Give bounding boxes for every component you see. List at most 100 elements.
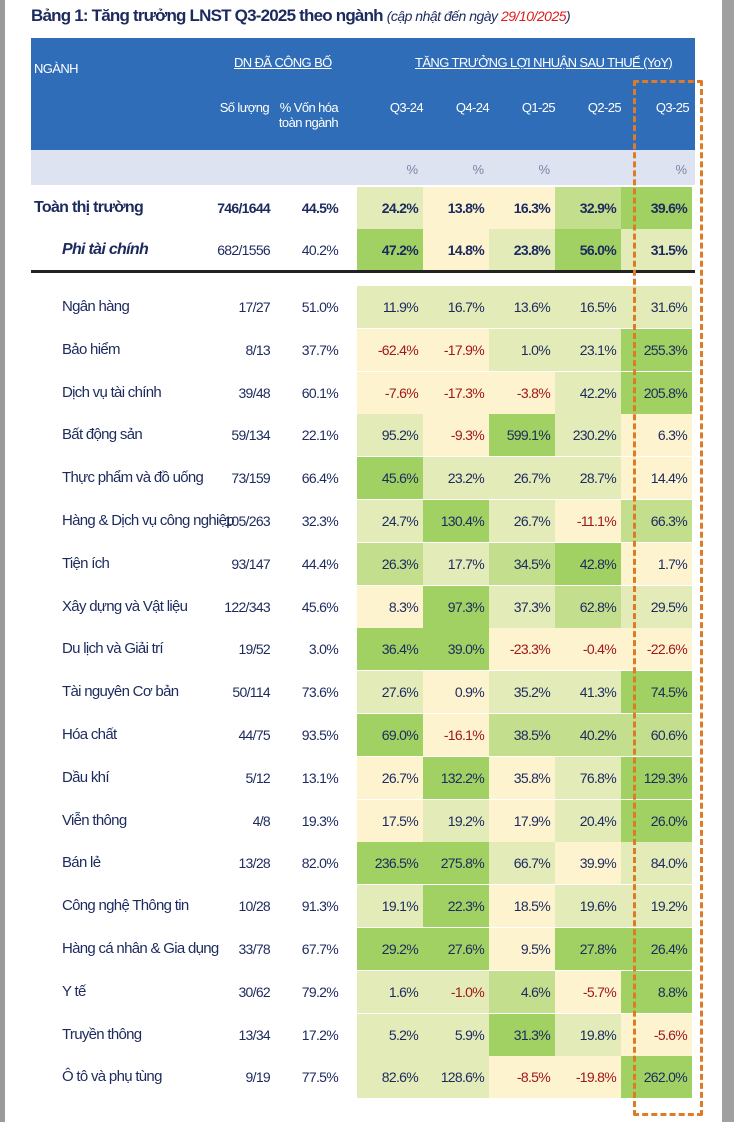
- unit-label: %: [406, 162, 418, 177]
- sector-name: Tiện ích: [62, 554, 110, 572]
- sector-name: Bán lẻ: [62, 854, 101, 872]
- growth-cell-q2-25: 62.8%: [555, 585, 621, 628]
- sector-name: Bất động sản: [62, 426, 143, 444]
- right-border: [722, 0, 734, 1122]
- table-row: Ô tô và phụ tùng 9/19 77.5% 82.6% 128.6% -8.5…: [31, 1056, 695, 1099]
- table-row: Hàng & Dịch vụ công nghiệp 105/263 32.3% 24…: [31, 500, 695, 542]
- growth-cell-q3-25: 31.6%: [621, 286, 692, 328]
- growth-cell-q3-25: -22.6%: [621, 628, 692, 671]
- published-count: 122/343: [224, 598, 270, 615]
- header-count: Số lượng: [219, 100, 270, 115]
- growth-cell-q1-25: 17.9%: [489, 799, 555, 842]
- sector-name: Hàng & Dịch vụ công nghiệp: [62, 512, 235, 529]
- header-group-growth: TĂNG TRƯỞNG LỢI NHUẬN SAU THUẾ (YoY): [415, 55, 673, 70]
- published-count: 8/13: [245, 341, 271, 358]
- growth-cell-q3-24: 26.3%: [357, 542, 423, 585]
- published-count: 30/62: [238, 983, 270, 1000]
- cap-percent: 51.0%: [301, 299, 339, 315]
- cap-percent: 22.1%: [301, 427, 339, 444]
- growth-cell-q2-25: 16.5%: [555, 286, 621, 328]
- growth-cell-q1-25: -23.3%: [489, 628, 555, 671]
- table-row: Viễn thông 4/8 19.3% 17.5% 19.2% 17.9% 20.4% 26…: [31, 799, 695, 842]
- table-header: NGÀNH DN ĐÃ CÔNG BỐ TĂNG TRƯỞNG LỢI NHUẬ…: [31, 38, 695, 150]
- header-cap: % Vốn hóa toàn ngành: [279, 100, 339, 130]
- growth-cell-q4-24: 16.7%: [423, 286, 489, 328]
- growth-cell-q2-25: -19.8%: [555, 1056, 621, 1099]
- growth-cell-q3-25: 74.5%: [621, 671, 692, 714]
- growth-cell-q4-24: 132.2%: [423, 756, 489, 799]
- growth-cell-q3-25: 26.0%: [621, 799, 692, 842]
- header-sector: NGÀNH: [34, 61, 79, 76]
- cap-percent: 66.4%: [301, 470, 339, 487]
- growth-cell-q3-25: 255.3%: [621, 328, 692, 371]
- growth-cell-q1-25: 4.6%: [489, 970, 555, 1013]
- sector-name: Dầu khí: [62, 768, 109, 786]
- growth-cell-q3-24: 5.2%: [357, 1013, 423, 1056]
- growth-cell-q4-24: -17.3%: [423, 371, 489, 414]
- growth-cell-q2-25: -0.4%: [555, 628, 621, 671]
- growth-cell-q3-24: 19.1%: [357, 885, 423, 928]
- published-count: 59/134: [231, 427, 270, 444]
- published-count: 10/28: [238, 898, 270, 915]
- growth-cell-q2-25: -5.7%: [555, 970, 621, 1013]
- table-row: Phi tài chính 682/1556 40.2% 47.2% 14.8% 23.8…: [31, 229, 695, 271]
- cap-percent: 32.3%: [301, 513, 339, 529]
- growth-cell-q4-24: 0.9%: [423, 671, 489, 714]
- table-row: Tiện ích 93/147 44.4% 26.3% 17.7% 34.5% 42.8% 1…: [31, 542, 695, 585]
- growth-cell-q3-24: 47.2%: [357, 229, 423, 271]
- growth-cell-q4-24: 27.6%: [423, 928, 489, 970]
- published-count: 33/78: [238, 941, 270, 957]
- growth-cell-q4-24: 97.3%: [423, 585, 489, 628]
- cap-percent: 67.7%: [301, 941, 339, 957]
- published-count: 44/75: [238, 727, 270, 743]
- growth-cell-q4-24: 22.3%: [423, 885, 489, 928]
- sector-name: Bảo hiểm: [62, 340, 120, 358]
- growth-cell-q2-25: 56.0%: [555, 229, 621, 271]
- growth-cell-q1-25: 35.8%: [489, 756, 555, 799]
- growth-cell-q3-25: 129.3%: [621, 756, 692, 799]
- growth-cell-q3-24: 17.5%: [357, 799, 423, 842]
- growth-cell-q1-25: 18.5%: [489, 885, 555, 928]
- growth-cell-q1-25: 31.3%: [489, 1013, 555, 1056]
- title-sub-prefix: (cập nhật đến ngày: [386, 8, 501, 24]
- growth-cell-q3-24: 11.9%: [357, 286, 423, 328]
- growth-cell-q4-24: 14.8%: [423, 229, 489, 271]
- growth-cell-q4-24: 39.0%: [423, 628, 489, 671]
- table-row: Toàn thị trường 746/1644 44.5% 24.2% 13.8% 16…: [31, 187, 695, 229]
- cap-percent: 91.3%: [301, 898, 339, 915]
- published-count: 93/147: [231, 555, 270, 572]
- published-count: 13/28: [238, 855, 270, 872]
- sector-name: Du lịch và Giải trí: [62, 640, 164, 658]
- published-count: 39/48: [238, 384, 270, 401]
- growth-cell-q4-24: 130.4%: [423, 500, 489, 542]
- growth-cell-q4-24: 13.8%: [423, 187, 489, 229]
- growth-cell-q1-25: 1.0%: [489, 328, 555, 371]
- growth-cell-q1-25: -3.8%: [489, 371, 555, 414]
- growth-cell-q3-24: 95.2%: [357, 414, 423, 457]
- table-row: Tài nguyên Cơ bản 50/114 73.6% 27.6% 0.9% 35.…: [31, 671, 695, 714]
- growth-cell-q4-24: 5.9%: [423, 1013, 489, 1056]
- cap-percent: 44.5%: [301, 200, 339, 216]
- growth-cell-q3-24: 8.3%: [357, 585, 423, 628]
- growth-cell-q3-24: 29.2%: [357, 928, 423, 970]
- growth-cell-q3-25: 29.5%: [621, 585, 692, 628]
- sector-name: Truyền thông: [62, 1025, 142, 1043]
- table-row: Hóa chất 44/75 93.5% 69.0% -16.1% 38.5% 40.2% 6…: [31, 714, 695, 756]
- growth-cell-q4-24: 23.2%: [423, 457, 489, 500]
- sector-name: Phi tài chính: [62, 241, 149, 258]
- highlight-box-q3-25: [633, 80, 703, 1116]
- growth-cell-q3-25: 205.8%: [621, 371, 692, 414]
- table-row: Ngân hàng 17/27 51.0% 11.9% 16.7% 13.6% 16.5% 3…: [31, 286, 695, 328]
- title-sub-suffix: ): [566, 8, 571, 24]
- table-row: Bất động sản 59/134 22.1% 95.2% -9.3% 599.1% 2…: [31, 414, 695, 457]
- sector-name: Ô tô và phụ tùng: [62, 1068, 162, 1086]
- cap-percent: 77.5%: [301, 1069, 339, 1086]
- published-count: 17/27: [238, 299, 270, 315]
- published-count: 13/34: [238, 1026, 270, 1043]
- growth-cell-q2-25: 23.1%: [555, 328, 621, 371]
- growth-cell-q2-25: 42.8%: [555, 542, 621, 585]
- header-period-q1-25: Q1-25: [521, 100, 556, 115]
- growth-cell-q1-25: 599.1%: [489, 414, 555, 457]
- growth-cell-q2-25: 230.2%: [555, 414, 621, 457]
- growth-cell-q1-25: 35.2%: [489, 671, 555, 714]
